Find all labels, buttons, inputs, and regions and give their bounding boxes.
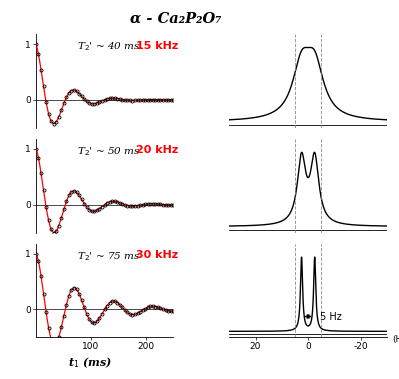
Text: T$_2$' ~ 40 ms: T$_2$' ~ 40 ms: [77, 41, 140, 53]
Text: T$_2$' ~ 50 ms: T$_2$' ~ 50 ms: [77, 146, 140, 158]
Text: t$_1$ (ms): t$_1$ (ms): [68, 355, 112, 370]
Text: α - Ca₂P₂O₇: α - Ca₂P₂O₇: [130, 11, 221, 25]
Text: 5 Hz: 5 Hz: [320, 312, 342, 321]
Text: 15 kHz: 15 kHz: [136, 41, 178, 51]
Text: (Hz): (Hz): [392, 335, 399, 344]
Text: 30 kHz: 30 kHz: [136, 250, 178, 260]
Text: 20 kHz: 20 kHz: [136, 146, 178, 155]
Text: T$_2$' ~ 75 ms: T$_2$' ~ 75 ms: [77, 250, 140, 263]
